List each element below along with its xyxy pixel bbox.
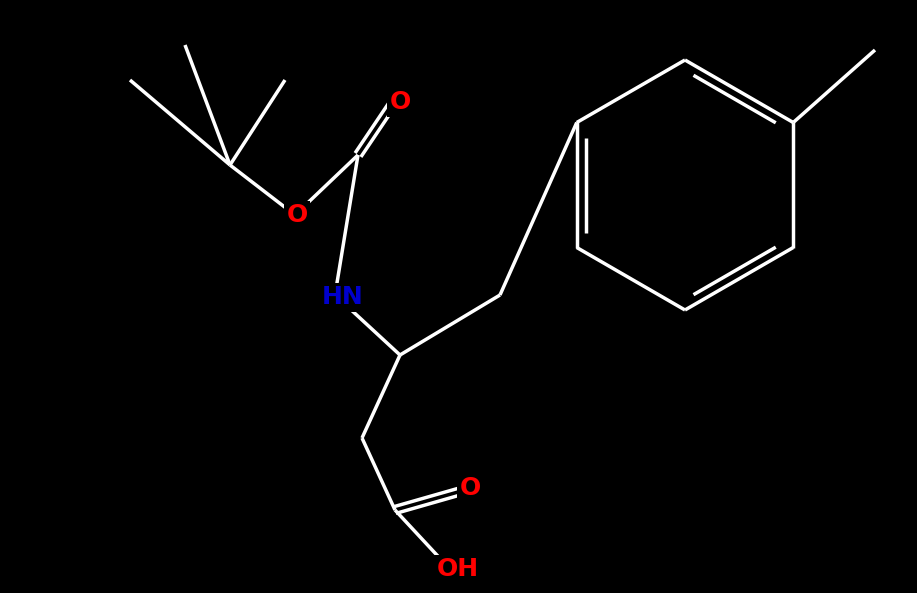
Text: O: O (286, 203, 307, 227)
Text: O: O (459, 476, 481, 500)
Text: HN: HN (322, 285, 364, 309)
Text: OH: OH (436, 557, 479, 581)
Text: O: O (390, 90, 411, 114)
